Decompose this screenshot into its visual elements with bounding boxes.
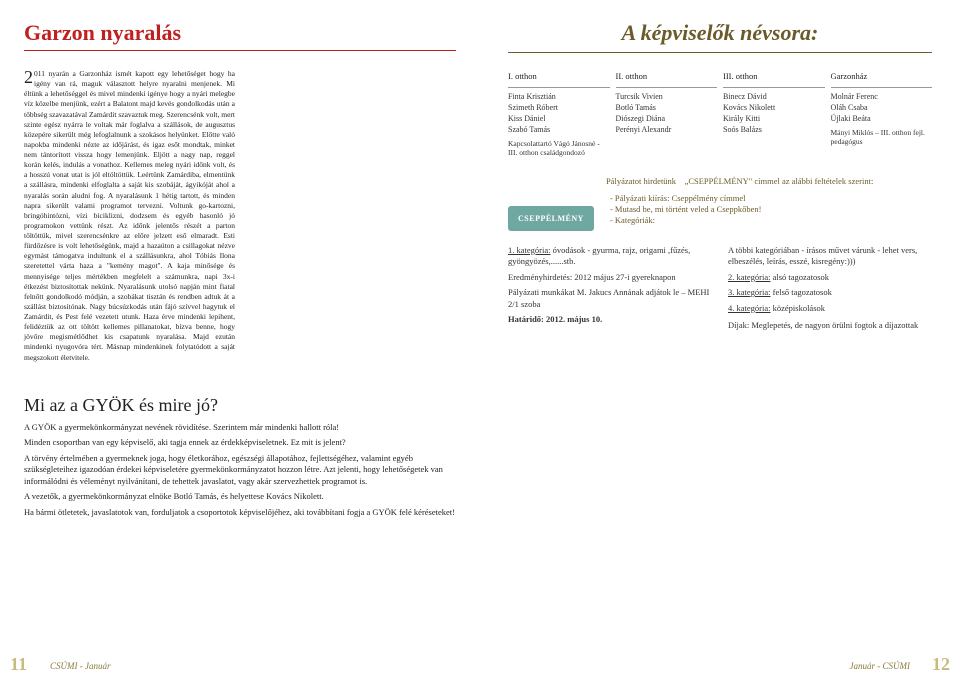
rep-note-4: Mányi Miklós – III. otthon fejl. pedagóg… <box>831 128 933 147</box>
cat4: 4. kategória: középiskolások <box>728 303 932 314</box>
result-label: Eredményhirdetés: <box>508 272 574 282</box>
gyok-section: Mi az a GYÖK és mire jó? A GYÖK a gyerme… <box>24 395 456 518</box>
result-line: Eredményhirdetés: 2012 május 27-i gyerek… <box>508 272 712 283</box>
rep-name: Diószegi Diána <box>616 114 718 124</box>
page-left: Garzon nyaralás 2011 nyarán a Garzonház … <box>0 0 480 679</box>
gyok-body: A GYÖK a gyermekönkormányzat nevének röv… <box>24 422 456 518</box>
rep-table: I. otthon Finta Krisztián Szimeth Róbert… <box>508 71 932 158</box>
cseppel-badge: CSEPPÉLMÉNY <box>508 206 594 231</box>
rep-head-1: I. otthon <box>508 71 610 81</box>
cseppel-announce-b: „CSEPPÉLMÉNY" címmel az alábbi feltétele… <box>685 176 874 186</box>
deadline-line: Határidő: 2012. május 10. <box>508 314 712 325</box>
gyok-p2: Minden csoportban van egy képviselő, aki… <box>24 437 456 448</box>
cseppel-item: Kategóriák: <box>610 215 932 226</box>
rep-head-3: III. otthon <box>723 71 825 81</box>
cat4-label: 4. kategória: <box>728 303 770 313</box>
rep-col-2: II. otthon Turcsik Vivien Botló Tamás Di… <box>616 71 718 158</box>
rep-col-3: III. otthon Binecz Dávid Kovács Nikolett… <box>723 71 825 158</box>
header-right: A képviselők névsora: <box>508 20 932 53</box>
intro-right: A többi kategóriában - írásos művet váru… <box>728 245 932 268</box>
rep-name: Turcsik Vivien <box>616 92 718 102</box>
cat4-text: középiskolások <box>770 303 825 313</box>
cat1: 1. kategória: óvodások - gyurma, rajz, o… <box>508 245 712 268</box>
rep-name: Kiss Dániel <box>508 114 610 124</box>
cseppel-announce-a: Pályázatot hirdetünk <box>606 176 676 186</box>
rep-note-1: Kapcsolattartó Vágó Jánosné - III. ottho… <box>508 139 610 158</box>
gyok-title: Mi az a GYÖK és mire jó? <box>24 395 456 416</box>
rep-name: Újlaki Beáta <box>831 114 933 124</box>
lower-right: A többi kategóriában - írásos művet váru… <box>728 245 932 336</box>
footer-left: CSÚMI - Január <box>50 661 111 671</box>
article-text-span: 011 nyarán a Garzonház ismét kapott egy … <box>24 69 235 362</box>
gyok-p3: A törvény értelmében a gyermeknek joga, … <box>24 453 456 487</box>
cseppel-body: Pályázatot hirdetünk „CSEPPÉLMÉNY" címme… <box>606 176 932 231</box>
cat3: 3. kategória: felső tagozatosok <box>728 287 932 298</box>
cseppel-list: Pályázati kiírás: Cseppélmény címmel Mut… <box>610 193 932 226</box>
rep-name: Szabó Tamás <box>508 125 610 135</box>
cseppel-row: CSEPPÉLMÉNY Pályázatot hirdetünk „CSEPPÉ… <box>508 176 932 231</box>
cat3-label: 3. kategória: <box>728 287 770 297</box>
rep-head-4: Garzonház <box>831 71 933 81</box>
rep-name: Finta Krisztián <box>508 92 610 102</box>
deadline-label: Határidő: <box>508 314 546 324</box>
rep-name: Botló Tamás <box>616 103 718 113</box>
rep-col-4: Garzonház Molnár Ferenc Oláh Csaba Újlak… <box>831 71 933 158</box>
deadline-date: 2012. május 10. <box>546 314 602 324</box>
title-left: Garzon nyaralás <box>24 20 456 51</box>
cseppel-item: Mutasd be, mi történt veled a Cseppkőben… <box>610 204 932 215</box>
result-date: 2012 május 27-i gyereknapon <box>574 272 675 282</box>
rep-name: Soós Balázs <box>723 125 825 135</box>
lower-row: 1. kategória: óvodások - gyurma, rajz, o… <box>508 245 932 336</box>
cseppel-item: Pályázati kiírás: Cseppélmény címmel <box>610 193 932 204</box>
rep-head-2: II. otthon <box>616 71 718 81</box>
submit-line: Pályázati munkákat M. Jakucs Annának adj… <box>508 287 712 310</box>
page-right: A képviselők névsora: I. otthon Finta Kr… <box>480 0 960 679</box>
gyok-p4: A vezetők, a gyermekönkormányzat elnöke … <box>24 491 456 502</box>
prize-line: Díjak: Meglepetés, de nagyon örülni fogt… <box>728 320 932 331</box>
lower-left: 1. kategória: óvodások - gyurma, rajz, o… <box>508 245 712 336</box>
rep-name: Molnár Ferenc <box>831 92 933 102</box>
rep-name: Oláh Csaba <box>831 103 933 113</box>
header-left: Garzon nyaralás <box>24 20 456 51</box>
pagenum-left: 11 <box>10 654 27 675</box>
gyok-p1: A GYÖK a gyermekönkormányzat nevének röv… <box>24 422 456 433</box>
cat2-text: alsó tagozatosok <box>770 272 829 282</box>
pagenum-right: 12 <box>932 654 950 675</box>
rep-name: Király Kitti <box>723 114 825 124</box>
title-right: A képviselők névsora: <box>508 20 932 53</box>
cat2-label: 2. kategória: <box>728 272 770 282</box>
article-body: 2011 nyarán a Garzonház ismét kapott egy… <box>24 69 456 379</box>
rep-col-1: I. otthon Finta Krisztián Szimeth Róbert… <box>508 71 610 158</box>
article-text: 2011 nyarán a Garzonház ismét kapott egy… <box>24 69 235 363</box>
cat2: 2. kategória: alsó tagozatosok <box>728 272 932 283</box>
rep-name: Kovács Nikolett <box>723 103 825 113</box>
gyok-p5: Ha bármi ötletetek, javaslatotok van, fo… <box>24 507 456 518</box>
cat3-text: felső tagozatosok <box>770 287 831 297</box>
footer-right: Január - CSÚMI <box>850 661 911 671</box>
rep-name: Perényi Alexandr <box>616 125 718 135</box>
rep-name: Szimeth Róbert <box>508 103 610 113</box>
cat1-label: 1. kategória: <box>508 245 550 255</box>
rep-name: Binecz Dávid <box>723 92 825 102</box>
cseppel-announce: Pályázatot hirdetünk „CSEPPÉLMÉNY" címme… <box>606 176 932 187</box>
